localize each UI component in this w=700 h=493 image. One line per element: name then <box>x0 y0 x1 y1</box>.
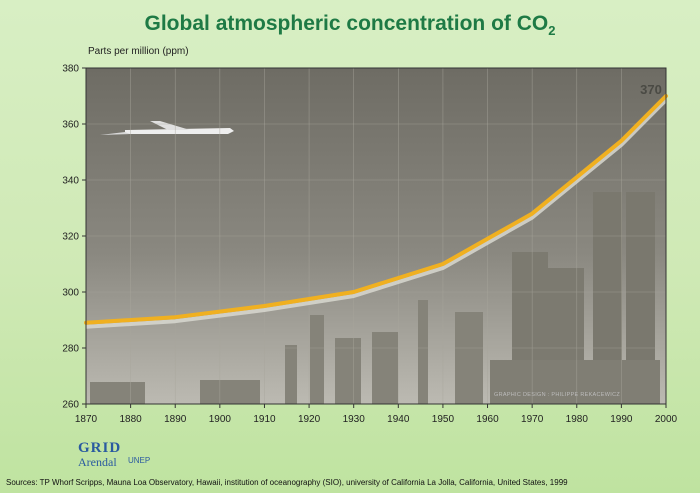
grid-logo: GRID <box>78 440 122 456</box>
x-tick-label: 2000 <box>655 414 678 425</box>
x-tick-label: 1910 <box>253 414 276 425</box>
chart-title: Global atmospheric concentration of CO2 <box>144 12 556 39</box>
y-tick-label: 340 <box>62 176 79 187</box>
y-axis-label: Parts per million (ppm) <box>88 46 189 57</box>
y-tick-label: 360 <box>62 120 79 131</box>
airplane-illustration <box>100 121 234 135</box>
end-value-label: 370 <box>640 82 662 97</box>
city-silhouette <box>90 192 660 404</box>
x-tick-label: 1960 <box>476 414 499 425</box>
x-tick-label: 1920 <box>298 414 321 425</box>
unep-logo-text: UNEP <box>128 456 151 465</box>
co2-series-line <box>84 94 668 325</box>
series-shadow-line <box>85 98 668 329</box>
x-tick-label: 1870 <box>75 414 98 425</box>
y-tick-label: 260 <box>62 400 79 411</box>
sources-note: Sources: TP Whorf Scripps, Mauna Loa Obs… <box>6 478 568 487</box>
design-credit: GRAPHIC DESIGN : PHILIPPE REKACEWICZ <box>494 392 621 398</box>
x-tick-label: 1990 <box>610 414 633 425</box>
x-tick-label: 1930 <box>343 414 366 425</box>
plot-frame <box>85 67 667 405</box>
y-tick-label: 380 <box>62 64 79 75</box>
x-tick-label: 1900 <box>209 414 232 425</box>
x-tick-label: 1890 <box>164 414 187 425</box>
x-tick-label: 1940 <box>387 414 410 425</box>
y-tick-label: 320 <box>62 232 79 243</box>
x-tick-label: 1880 <box>119 414 142 425</box>
x-tick-label: 1950 <box>432 414 455 425</box>
y-tick-label: 300 <box>62 288 79 299</box>
x-tick-label: 1980 <box>566 414 589 425</box>
arendal-logo-text: Arendal <box>78 455 117 469</box>
x-tick-label: 1970 <box>521 414 544 425</box>
y-tick-label: 280 <box>62 344 79 355</box>
